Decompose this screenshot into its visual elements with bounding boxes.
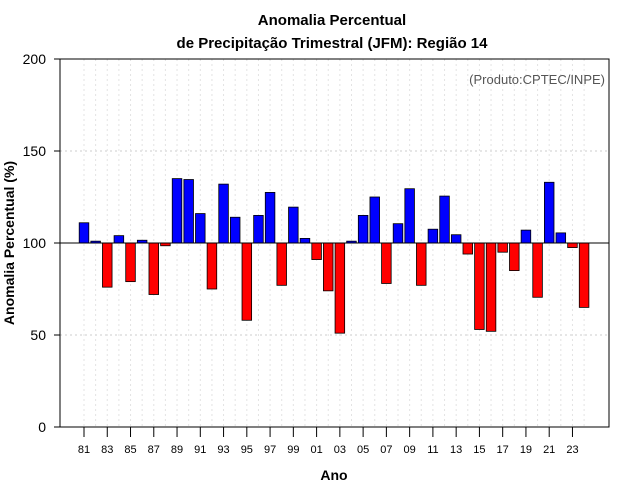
- bar-91: [195, 213, 206, 244]
- bar-15: [474, 242, 485, 330]
- bar-08: [392, 223, 404, 244]
- bar-84: [113, 235, 125, 244]
- bar-12: [439, 195, 450, 244]
- y-tick-label: 200: [23, 51, 47, 67]
- x-tick-label: 91: [194, 444, 206, 456]
- bar-20: [532, 242, 543, 298]
- bar-96: [253, 214, 264, 244]
- x-tick-label: 09: [404, 444, 416, 456]
- chart-title-line-1: Anomalia Percentual: [258, 12, 406, 29]
- x-tick-label: 05: [357, 444, 369, 456]
- x-tick-label: 03: [334, 444, 346, 456]
- bar-83: [102, 242, 113, 288]
- x-tick-label: 93: [217, 444, 229, 456]
- chart-title-line-2: de Precipitação Trimestral (JFM): Região…: [177, 35, 489, 52]
- x-tick-label: 89: [171, 444, 183, 456]
- x-tick-label: 15: [473, 444, 485, 456]
- bars: [78, 178, 590, 334]
- x-tick-label: 01: [310, 444, 322, 456]
- x-tick-label: 83: [101, 444, 113, 456]
- bar-02: [323, 242, 334, 292]
- bar-94: [229, 216, 241, 244]
- bar-06: [369, 196, 380, 244]
- y-tick-label: 0: [38, 419, 46, 435]
- x-tick-label: 85: [124, 444, 136, 456]
- bar-93: [218, 183, 229, 244]
- bar-85: [125, 242, 136, 283]
- bar-89: [171, 178, 183, 244]
- bar-21: [544, 181, 555, 244]
- bar-99: [288, 206, 299, 244]
- bar-87: [148, 242, 159, 295]
- bar-09: [404, 188, 415, 244]
- bar-22: [555, 232, 567, 244]
- bar-14: [462, 242, 473, 255]
- bar-97: [264, 191, 276, 244]
- bar-23: [567, 242, 578, 248]
- bar-24: [578, 242, 590, 308]
- bar-98: [276, 242, 287, 286]
- bar-17: [497, 242, 508, 253]
- x-tick-label: 11: [427, 444, 438, 456]
- bar-11: [427, 228, 439, 244]
- axes: 0 50 100 150 200 81 83 85 87 89 91 93 95 97 99 01 03 05 07…: [23, 51, 609, 456]
- credit-label: (Produto:CPTEC/INPE): [469, 72, 605, 87]
- x-tick-label: 95: [241, 444, 253, 456]
- bar-16: [485, 242, 497, 332]
- x-tick-label: 07: [380, 444, 392, 456]
- bar-90: [183, 179, 194, 244]
- x-tick-label: 87: [148, 444, 160, 456]
- bar-05: [357, 214, 369, 244]
- bar-03: [334, 242, 346, 334]
- plot-frame: [59, 58, 610, 428]
- bar-13: [450, 234, 462, 244]
- y-tick-label: 50: [30, 327, 46, 343]
- bar-07: [381, 242, 392, 284]
- x-tick-label: 17: [497, 444, 509, 456]
- x-tick-label: 19: [520, 444, 532, 456]
- x-axis-label: Ano: [320, 467, 347, 483]
- y-axis-label: Anomalia Percentual (%): [1, 161, 17, 325]
- bar-81: [78, 222, 90, 244]
- x-tick-label: 97: [264, 444, 276, 456]
- y-tick-label: 150: [23, 143, 47, 159]
- bar-00: [299, 237, 311, 244]
- x-tick-label: 99: [287, 444, 299, 456]
- grid-lines: [60, 59, 609, 427]
- bar-10: [416, 242, 427, 286]
- bar-18: [509, 242, 520, 272]
- x-tick-label: 13: [450, 444, 462, 456]
- y-tick-label: 100: [23, 235, 47, 251]
- bar-92: [206, 242, 218, 290]
- bar-01: [311, 242, 322, 260]
- bar-19: [520, 229, 532, 244]
- x-tick-label: 23: [566, 444, 578, 456]
- x-tick-label: 21: [543, 444, 555, 456]
- x-tick-label: 81: [78, 444, 90, 456]
- bar-95: [241, 242, 253, 321]
